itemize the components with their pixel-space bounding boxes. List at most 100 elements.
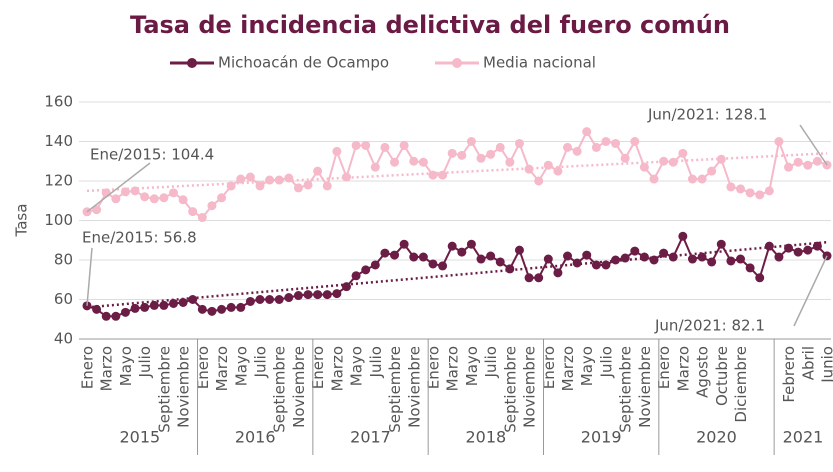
x-tick-label: Enero [424, 346, 442, 389]
data-point [217, 304, 227, 314]
data-point [457, 150, 467, 160]
data-point [793, 157, 803, 167]
data-point [284, 293, 294, 303]
data-point [726, 182, 736, 192]
data-point [245, 172, 255, 182]
data-point [524, 273, 534, 283]
year-label: 2015 [119, 428, 160, 447]
legend-marker [187, 58, 197, 68]
data-point [428, 170, 438, 180]
data-point [639, 252, 649, 262]
data-point [582, 250, 592, 260]
data-point [313, 290, 323, 300]
y-tick-label: 80 [54, 251, 73, 269]
data-point [649, 255, 659, 265]
data-point [390, 157, 400, 167]
year-label: 2019 [581, 428, 622, 447]
data-point [351, 140, 361, 150]
data-point [120, 187, 130, 197]
data-point [764, 186, 774, 196]
data-point [668, 252, 678, 262]
x-tick-label: Marzo [213, 346, 231, 391]
data-point [207, 201, 217, 211]
data-point [668, 157, 678, 167]
data-point [111, 311, 121, 321]
annotation-leader [799, 124, 828, 166]
data-point [226, 181, 236, 191]
data-point [534, 176, 544, 186]
x-tick-label: Abril [799, 346, 817, 380]
legend-marker [452, 58, 462, 68]
data-point [803, 160, 813, 170]
data-point [563, 142, 573, 152]
data-point [265, 175, 275, 185]
year-label: 2016 [235, 428, 276, 447]
data-point [553, 268, 563, 278]
x-tick-label: Julio [367, 346, 385, 378]
x-tick-label: Mayo [348, 346, 366, 386]
data-point [92, 304, 102, 314]
data-point [591, 142, 601, 152]
data-point [812, 156, 822, 166]
data-point [745, 188, 755, 198]
data-point [601, 137, 611, 146]
data-point [466, 137, 476, 146]
data-point [418, 157, 428, 167]
data-point [274, 175, 284, 185]
data-point [130, 186, 140, 196]
data-point [332, 289, 342, 299]
data-point [447, 148, 457, 158]
annotation-leader [86, 247, 93, 306]
data-point [159, 300, 169, 310]
x-tick-label: Octubre [713, 346, 731, 406]
data-point [611, 255, 621, 265]
x-tick-label: Marzo [328, 346, 346, 391]
data-point [188, 207, 198, 217]
data-point [178, 297, 188, 307]
data-point [188, 295, 198, 304]
data-point [390, 250, 400, 260]
x-tick-label: Enero [309, 346, 327, 389]
data-point [168, 188, 178, 198]
x-tick-label: Mayo [117, 346, 135, 386]
data-point [755, 273, 765, 283]
data-point [620, 253, 630, 263]
x-tick-label: Marzo [559, 346, 577, 391]
data-point [755, 190, 765, 200]
trend-line [86, 240, 828, 309]
data-point [774, 137, 784, 146]
chart-title: Tasa de incidencia delictiva del fuero c… [130, 11, 730, 39]
x-tick-label: Enero [79, 346, 97, 389]
x-tick-label: Noviembre [290, 346, 308, 428]
data-point [159, 193, 169, 203]
data-point [226, 302, 236, 312]
data-point [265, 295, 275, 304]
data-point [130, 303, 140, 313]
data-point [341, 172, 351, 182]
data-point [572, 258, 582, 268]
y-tick-label: 40 [54, 330, 73, 348]
y-tick-label: 60 [54, 290, 73, 308]
data-point [351, 271, 361, 281]
data-point [197, 304, 207, 314]
year-label: 2018 [465, 428, 506, 447]
x-tick-label: Diciembre [732, 346, 750, 423]
data-point [639, 162, 649, 172]
series-line [86, 129, 828, 219]
x-tick-label: Julio [597, 346, 615, 378]
annotation-leader [793, 255, 828, 327]
data-point [707, 166, 717, 176]
year-label: 2020 [696, 428, 737, 447]
year-label: 2017 [350, 428, 391, 447]
data-point [659, 248, 669, 258]
data-point [409, 252, 419, 262]
data-point [101, 311, 111, 321]
data-point [255, 295, 265, 304]
data-point [428, 259, 438, 269]
x-tick-label: Enero [540, 346, 558, 389]
data-point [572, 146, 582, 156]
data-point [380, 142, 390, 152]
data-point [678, 231, 688, 241]
data-point [140, 302, 150, 312]
